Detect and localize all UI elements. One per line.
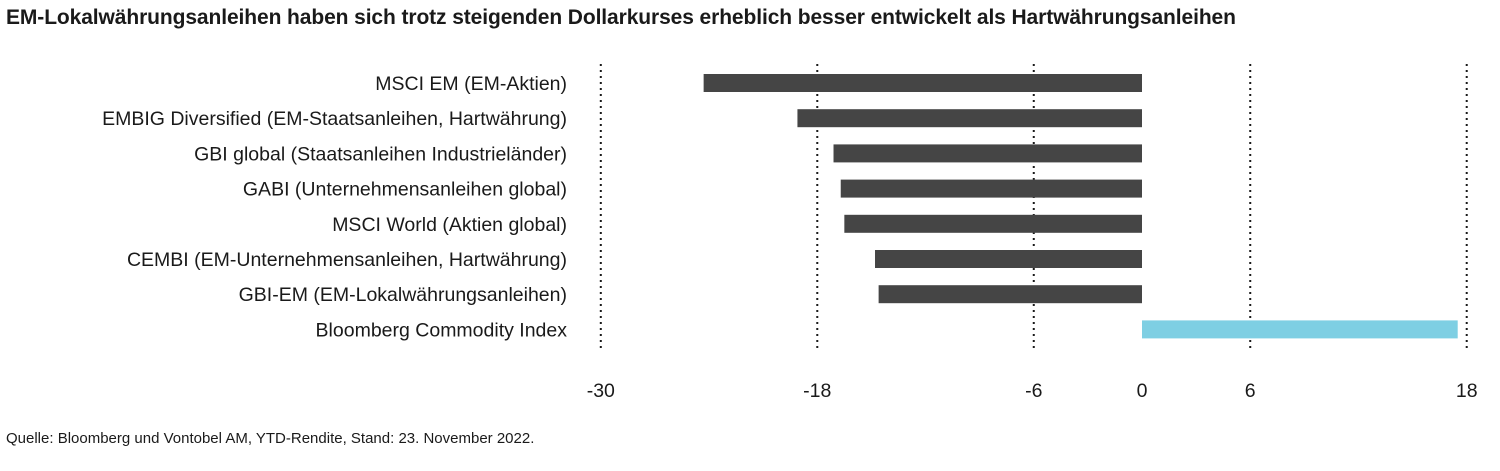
bar xyxy=(840,179,1142,198)
category-label: MSCI World (Aktien global) xyxy=(332,214,567,236)
gridlines xyxy=(599,64,1468,350)
bar xyxy=(833,144,1142,163)
x-tick-label: -18 xyxy=(803,380,831,402)
category-labels: MSCI EM (EM-Aktien) EMBIG Diversified (EM… xyxy=(102,73,567,341)
bar xyxy=(1142,320,1458,339)
x-tick-label: 18 xyxy=(1456,380,1478,402)
category-label: EMBIG Diversified (EM-Staatsanleihen, Ha… xyxy=(102,108,567,130)
bar xyxy=(878,285,1142,304)
category-label: Bloomberg Commodity Index xyxy=(316,319,568,341)
category-label: GABI (Unternehmensanleihen global) xyxy=(243,179,567,201)
x-tick-label: 6 xyxy=(1245,380,1256,402)
source-note: Quelle: Bloomberg und Vontobel AM, YTD-R… xyxy=(6,430,535,447)
bar xyxy=(875,250,1142,268)
category-label: GBI-EM (EM-Lokalwährungsanleihen) xyxy=(239,284,567,306)
x-tick-label: -6 xyxy=(1025,380,1042,402)
chart-title: EM-Lokalwährungsanleihen haben sich trot… xyxy=(6,6,1236,29)
category-label: MSCI EM (EM-Aktien) xyxy=(375,73,567,95)
bar xyxy=(703,74,1142,92)
bar xyxy=(844,214,1142,233)
x-tick-label: 0 xyxy=(1137,380,1148,402)
bar xyxy=(797,109,1142,128)
bars xyxy=(703,74,1458,339)
x-axis-tick-labels: -30 -18 -6 0 6 18 xyxy=(587,380,1478,402)
x-tick-label: -30 xyxy=(587,380,615,402)
category-label: GBI global (Staatsanleihen Industrieländ… xyxy=(194,143,567,165)
category-label: CEMBI (EM-Unternehmensanleihen, Hartwähr… xyxy=(127,249,567,271)
